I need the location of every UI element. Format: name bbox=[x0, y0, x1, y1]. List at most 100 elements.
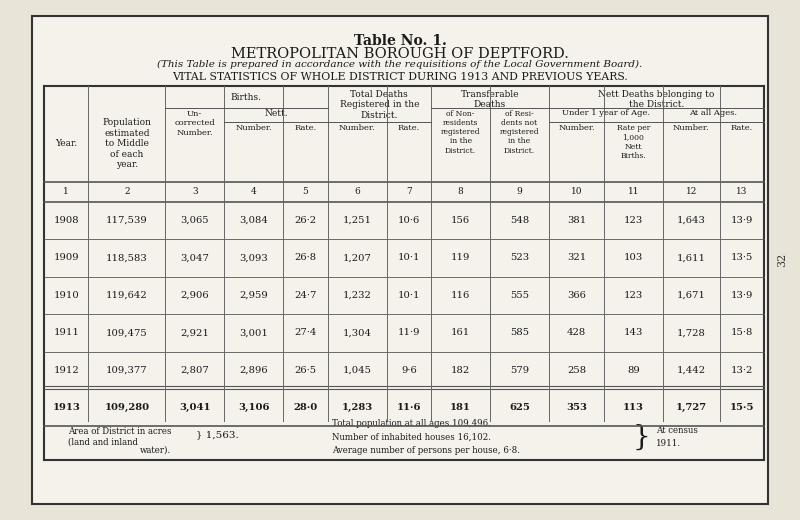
Text: 1908: 1908 bbox=[54, 216, 79, 225]
Text: 13: 13 bbox=[736, 187, 747, 197]
Text: 11: 11 bbox=[628, 187, 639, 197]
Text: Number.: Number. bbox=[558, 124, 595, 132]
Text: 123: 123 bbox=[624, 291, 643, 300]
Text: Area of District in acres
(land and inland: Area of District in acres (land and inla… bbox=[68, 427, 171, 447]
Text: 2,896: 2,896 bbox=[239, 366, 268, 375]
Text: 1,728: 1,728 bbox=[677, 328, 706, 337]
Text: 258: 258 bbox=[567, 366, 586, 375]
Text: 579: 579 bbox=[510, 366, 529, 375]
Text: 15·8: 15·8 bbox=[730, 328, 753, 337]
Text: At census
1911.: At census 1911. bbox=[656, 426, 698, 448]
Text: 3,047: 3,047 bbox=[180, 253, 209, 263]
Text: 7: 7 bbox=[406, 187, 412, 197]
Text: 26·2: 26·2 bbox=[294, 216, 317, 225]
Text: Nett.: Nett. bbox=[264, 109, 288, 118]
Text: Number.: Number. bbox=[235, 124, 272, 132]
Text: 9: 9 bbox=[517, 187, 522, 197]
Text: Total population at all ages 109,496.
Number of inhabited houses 16,102.
Average: Total population at all ages 109,496. Nu… bbox=[332, 419, 520, 455]
Text: 13·5: 13·5 bbox=[730, 253, 753, 263]
Text: } 1,563.: } 1,563. bbox=[196, 431, 238, 439]
Text: METROPOLITAN BOROUGH OF DEPTFORD.: METROPOLITAN BOROUGH OF DEPTFORD. bbox=[231, 47, 569, 61]
Text: 428: 428 bbox=[567, 328, 586, 337]
Text: 1,232: 1,232 bbox=[342, 291, 371, 300]
Text: Under 1 year of Age.: Under 1 year of Age. bbox=[562, 109, 650, 117]
Text: 381: 381 bbox=[567, 216, 586, 225]
Text: Rate.: Rate. bbox=[730, 124, 753, 132]
Text: 10: 10 bbox=[570, 187, 582, 197]
Text: Rate.: Rate. bbox=[398, 124, 420, 132]
Text: 1,671: 1,671 bbox=[677, 291, 706, 300]
Text: 1909: 1909 bbox=[54, 253, 79, 263]
Text: 13·2: 13·2 bbox=[730, 366, 753, 375]
Text: 1: 1 bbox=[63, 187, 69, 197]
Text: 32: 32 bbox=[778, 253, 787, 267]
Text: 12: 12 bbox=[686, 187, 697, 197]
Text: Table No. 1.: Table No. 1. bbox=[354, 34, 446, 48]
Text: 109,475: 109,475 bbox=[106, 328, 148, 337]
Text: 11·9: 11·9 bbox=[398, 328, 420, 337]
Text: 2,906: 2,906 bbox=[180, 291, 209, 300]
Text: }: } bbox=[632, 424, 650, 450]
Text: 3: 3 bbox=[192, 187, 198, 197]
Text: 1910: 1910 bbox=[54, 291, 79, 300]
Text: 2: 2 bbox=[124, 187, 130, 197]
Text: 555: 555 bbox=[510, 291, 529, 300]
Text: 116: 116 bbox=[451, 291, 470, 300]
Text: 143: 143 bbox=[624, 328, 643, 337]
Text: 10·6: 10·6 bbox=[398, 216, 420, 225]
Text: 117,539: 117,539 bbox=[106, 216, 148, 225]
Text: 28·0: 28·0 bbox=[294, 403, 318, 412]
Text: 109,280: 109,280 bbox=[104, 403, 150, 412]
Text: Number.: Number. bbox=[339, 124, 375, 132]
Text: 26·8: 26·8 bbox=[294, 253, 317, 263]
Text: 13·9: 13·9 bbox=[730, 216, 753, 225]
Text: Number.: Number. bbox=[673, 124, 710, 132]
Text: 548: 548 bbox=[510, 216, 529, 225]
Text: 5: 5 bbox=[302, 187, 308, 197]
Text: 321: 321 bbox=[567, 253, 586, 263]
Text: (This Table is prepared in accordance with the requisitions of the Local Governm: (This Table is prepared in accordance wi… bbox=[158, 60, 642, 69]
Text: 9·6: 9·6 bbox=[401, 366, 417, 375]
Text: 353: 353 bbox=[566, 403, 587, 412]
Text: 10·1: 10·1 bbox=[398, 253, 420, 263]
Text: 523: 523 bbox=[510, 253, 529, 263]
Text: 1,304: 1,304 bbox=[342, 328, 372, 337]
Text: 103: 103 bbox=[624, 253, 643, 263]
Text: 161: 161 bbox=[451, 328, 470, 337]
Text: 3,065: 3,065 bbox=[180, 216, 209, 225]
Text: of Non-
residents
registered
in the
District.: of Non- residents registered in the Dist… bbox=[441, 110, 480, 154]
Text: 10·1: 10·1 bbox=[398, 291, 420, 300]
Text: 1912: 1912 bbox=[54, 366, 79, 375]
Text: 3,106: 3,106 bbox=[238, 403, 270, 412]
Text: Transferable
Deaths: Transferable Deaths bbox=[461, 90, 519, 109]
Text: Births.: Births. bbox=[231, 93, 262, 102]
Text: 1,251: 1,251 bbox=[342, 216, 372, 225]
Text: 1913: 1913 bbox=[52, 403, 80, 412]
Text: VITAL STATISTICS OF WHOLE DISTRICT DURING 1913 AND PREVIOUS YEARS.: VITAL STATISTICS OF WHOLE DISTRICT DURIN… bbox=[172, 72, 628, 82]
Text: 156: 156 bbox=[451, 216, 470, 225]
Text: Total Deaths
Registered in the
District.: Total Deaths Registered in the District. bbox=[340, 90, 419, 120]
Text: 6: 6 bbox=[354, 187, 360, 197]
Text: 585: 585 bbox=[510, 328, 529, 337]
Text: Un-
corrected
Number.: Un- corrected Number. bbox=[174, 110, 215, 137]
Text: 8: 8 bbox=[458, 187, 463, 197]
Text: 3,041: 3,041 bbox=[179, 403, 210, 412]
Text: 625: 625 bbox=[509, 403, 530, 412]
Text: 11·6: 11·6 bbox=[397, 403, 421, 412]
Text: 118,583: 118,583 bbox=[106, 253, 148, 263]
Text: Rate per
1,000
Nett
Births.: Rate per 1,000 Nett Births. bbox=[617, 124, 650, 160]
Text: 2,959: 2,959 bbox=[239, 291, 268, 300]
Text: 2,921: 2,921 bbox=[180, 328, 209, 337]
Text: 109,377: 109,377 bbox=[106, 366, 148, 375]
Text: At all Ages.: At all Ages. bbox=[690, 109, 738, 117]
Text: 1,442: 1,442 bbox=[677, 366, 706, 375]
Text: 26·5: 26·5 bbox=[294, 366, 317, 375]
Text: 1,207: 1,207 bbox=[342, 253, 371, 263]
Text: 15·5: 15·5 bbox=[730, 403, 754, 412]
Text: 1,611: 1,611 bbox=[677, 253, 706, 263]
Text: 1,283: 1,283 bbox=[342, 403, 373, 412]
Text: 1,045: 1,045 bbox=[342, 366, 372, 375]
Text: 3,001: 3,001 bbox=[239, 328, 268, 337]
Text: Rate.: Rate. bbox=[294, 124, 317, 132]
Text: 182: 182 bbox=[451, 366, 470, 375]
